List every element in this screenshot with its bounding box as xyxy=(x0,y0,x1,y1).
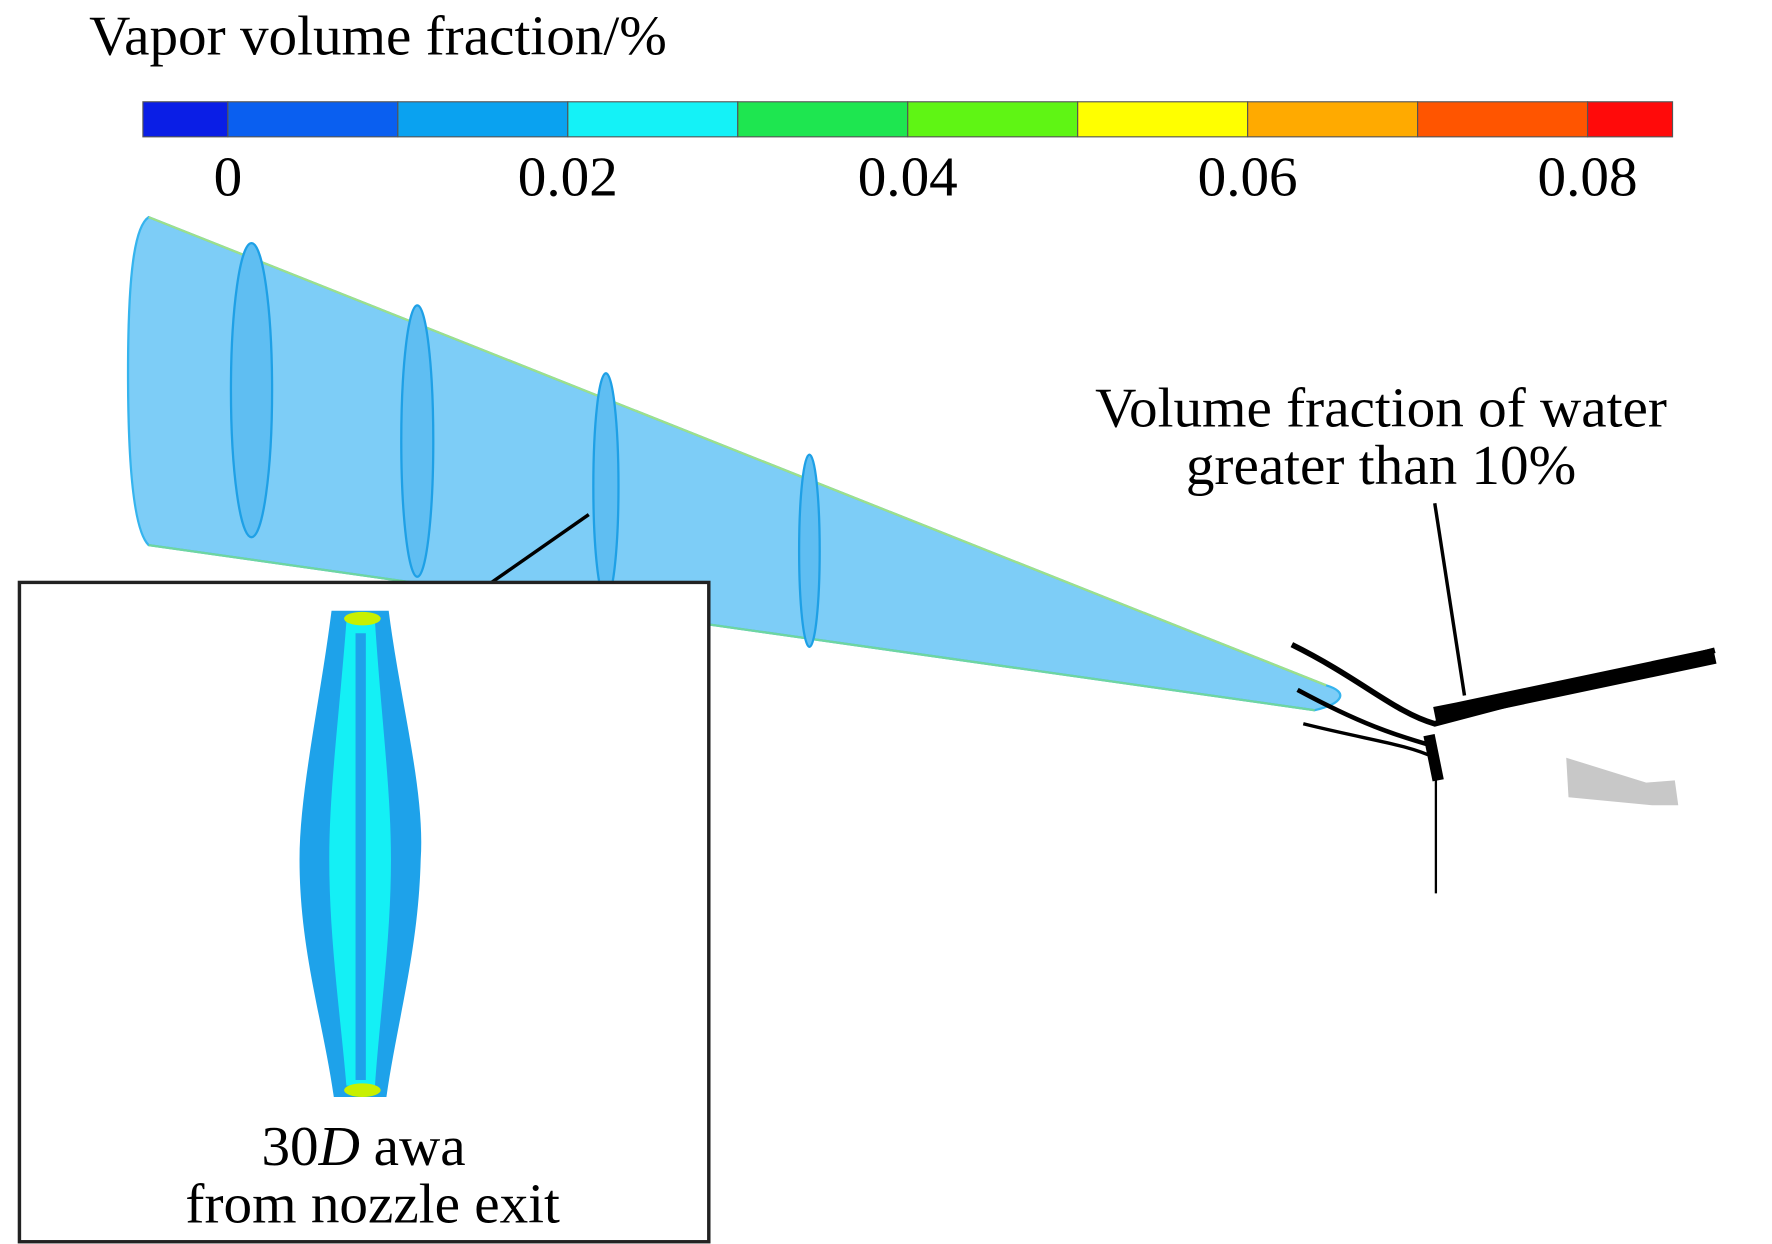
inset: 30D awa from nozzle exit xyxy=(17,580,711,1244)
slice xyxy=(400,304,435,578)
colorbar-segment xyxy=(567,101,739,138)
jet-edge xyxy=(148,543,1315,712)
jet-slices xyxy=(229,242,821,649)
colorbar-segment xyxy=(227,101,399,138)
section-hotspot xyxy=(344,1083,381,1097)
colorbar-segment xyxy=(142,101,229,138)
colorbar-segment xyxy=(1586,101,1674,138)
slice xyxy=(797,453,821,649)
colorbar-segment xyxy=(1077,101,1249,138)
colorbar-tick-label: 0.08 xyxy=(1538,146,1638,209)
colorbar-segment xyxy=(737,101,909,138)
inset-caption: 30D awa xyxy=(261,1115,465,1178)
inset-caption: from nozzle exit xyxy=(185,1173,560,1236)
slice xyxy=(229,242,274,539)
section-hotspot xyxy=(344,611,381,626)
slice xyxy=(592,372,620,601)
colorbar-segment xyxy=(1247,101,1419,138)
section-center xyxy=(355,633,366,1081)
jet-edge xyxy=(148,216,1327,687)
gray-region xyxy=(1566,757,1679,806)
water-region xyxy=(1290,642,1717,894)
jet-cone xyxy=(126,215,1342,712)
colorbar-segment xyxy=(907,101,1079,138)
colorbar-tick-label: 0.02 xyxy=(518,146,618,209)
leader-line xyxy=(1433,502,1467,696)
colorbar-tick-label: 0 xyxy=(214,146,243,209)
colorbar-segment xyxy=(397,101,569,138)
caption-symbol: D xyxy=(318,1115,360,1178)
caption-number: 30 xyxy=(261,1115,318,1178)
colorbar: 0 0.02 0.04 0.06 0.08 xyxy=(142,101,1674,209)
caption-rest: awa xyxy=(374,1115,466,1178)
colorbar-segment xyxy=(1417,101,1589,138)
colorbar-title: Vapor volume fraction/% xyxy=(89,5,667,68)
annotation: greater than 10% xyxy=(1186,434,1576,497)
jet xyxy=(126,215,1717,894)
colorbar-tick-label: 0.04 xyxy=(858,146,958,209)
annotation: Volume fraction of water xyxy=(1095,377,1667,440)
colorbar-tick-label: 0.06 xyxy=(1198,146,1298,209)
leader-line xyxy=(490,513,590,584)
